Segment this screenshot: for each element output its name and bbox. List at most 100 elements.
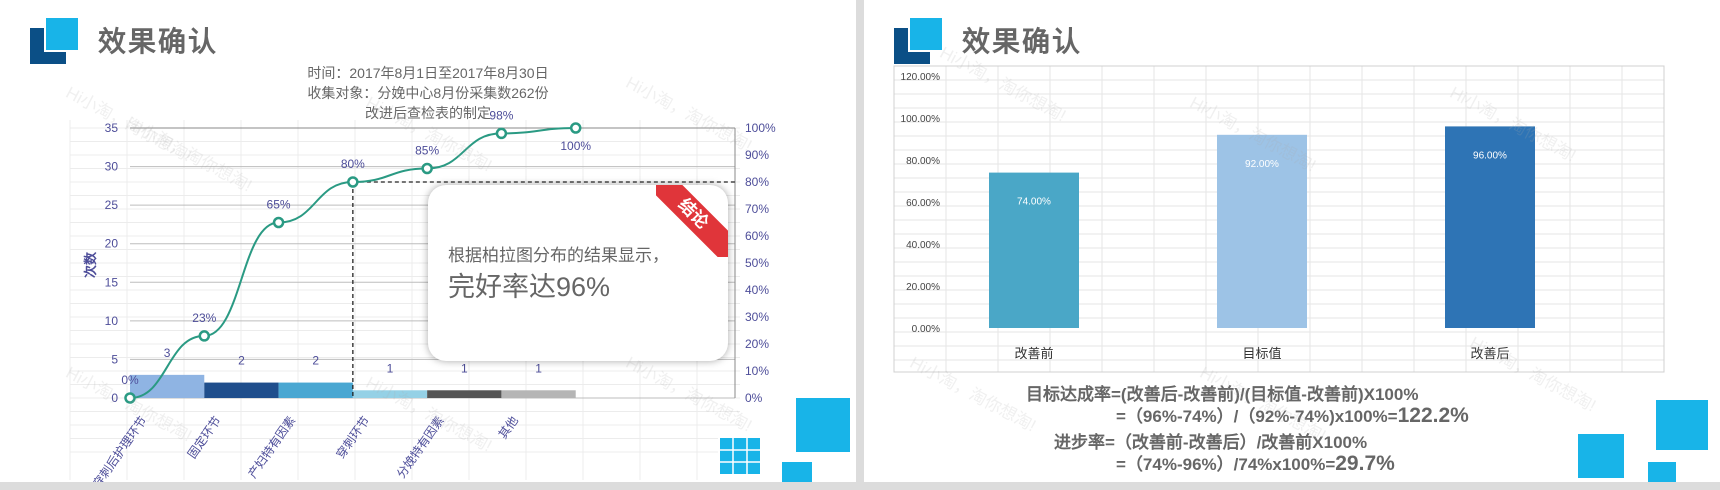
y-tick-label: 20	[105, 237, 119, 251]
y2-tick-label: 40%	[745, 283, 769, 297]
y2-tick-label: 100%	[745, 121, 776, 135]
y-axis-label: 次数	[83, 251, 98, 278]
bar-value-label: 1	[387, 361, 394, 375]
cumulative-point	[272, 216, 285, 229]
cumulative-point	[569, 122, 582, 134]
page-title: 效果确认	[962, 26, 1083, 57]
bar-value-label: 92.00%	[1245, 159, 1279, 170]
x-tick-label: 穿刺环节	[333, 413, 373, 461]
slide-effect-bars: 效果确认 74.00% 92.00% 96.00% 0.00% 20.00% 40.00…	[864, 0, 1720, 490]
bar	[1445, 126, 1535, 329]
cumulative-label: 65%	[267, 198, 291, 212]
y-tick-label: 100.00%	[901, 114, 941, 125]
chart-axes: 0.00% 20.00% 40.00% 60.00% 80.00% 100.00% 120.…	[901, 72, 1510, 361]
y-tick-label: 5	[111, 352, 118, 366]
y-tick-label: 20.00%	[906, 282, 940, 293]
bar-value-label: 96.00%	[1473, 150, 1507, 161]
x-tick-label: 改善前	[1014, 346, 1053, 361]
slide-divider	[856, 0, 864, 490]
formula-target-calc-prefix: =（96%-74%）/（92%-74%)x100%=	[1116, 407, 1398, 426]
y2-tick-label: 20%	[745, 337, 769, 351]
conclusion-card: 结论 根据柏拉图分布的结果显示， 完好率达96%	[428, 185, 728, 361]
bar	[1217, 134, 1307, 328]
effect-bar-chart: 74.00% 92.00% 96.00% 0.00% 20.00% 40.00% 60.0…	[893, 65, 1665, 373]
deco-square-large	[1654, 398, 1710, 452]
cumulative-point	[495, 127, 508, 140]
bar	[204, 382, 279, 398]
y2-tick-label: 30%	[745, 310, 769, 324]
subtitle-time: 时间：2017年8月1日至2017年8月30日	[307, 65, 549, 81]
deco-grid-block	[718, 436, 762, 476]
cumulative-label: 98%	[489, 108, 513, 122]
y2-tick-label: 10%	[745, 364, 769, 378]
bar-value-label: 2	[312, 354, 319, 368]
cumulative-label: 100%	[560, 139, 591, 153]
x-tick-label: 目标值	[1242, 346, 1281, 361]
header-square-light	[908, 16, 944, 52]
y2-tick-label: 80%	[745, 175, 769, 189]
cumulative-label: 85%	[415, 144, 439, 158]
formula-target-calc: =（96%-74%）/（92%-74%)x100%=122.2%	[1116, 402, 1469, 428]
cumulative-point	[347, 176, 359, 188]
formula-target-value: 122.2%	[1397, 404, 1469, 427]
x-tick-label: 改善后	[1470, 346, 1509, 361]
y-tick-label: 80.00%	[906, 156, 940, 167]
cumulative-label: 80%	[341, 157, 365, 171]
slide-pareto: 效果确认 时间：2017年8月1日至2017年8月30日 收集对象：分娩中心8月…	[0, 0, 856, 490]
subtitle-checklist: 改进后查检表的制定	[365, 105, 491, 121]
formula-progress-calc-prefix: =（74%-96%）/74%x100%=	[1116, 455, 1336, 474]
cumulative-line: 0% 23% 65% 80% 85% 98% 100%	[121, 108, 735, 404]
bar-value-label: 3	[164, 346, 171, 360]
page-title: 效果确认	[98, 26, 219, 57]
bar-value-label: 2	[238, 354, 245, 368]
chart-frame	[893, 65, 1665, 373]
formula-progress-value: 29.7%	[1335, 452, 1395, 475]
bar	[130, 374, 205, 398]
x-tick-label: 其他	[496, 414, 521, 442]
y-tick-label: 0.00%	[912, 324, 940, 335]
y-tick-label: 35	[105, 121, 119, 135]
y2-tick-label: 90%	[745, 148, 769, 162]
x-tick-label: 产妇特有因素	[245, 413, 299, 481]
conclusion-result: 完好率达96%	[448, 272, 611, 302]
y-tick-label: 30	[105, 160, 119, 174]
y-tick-label: 10	[105, 314, 119, 328]
formula-progress-rate: 进步率=（改善前-改善后）/改善前X100%	[1054, 433, 1368, 452]
cumulative-point	[198, 330, 211, 342]
bar-value-label: 1	[535, 361, 542, 375]
bar	[352, 390, 428, 398]
cumulative-label: 0%	[121, 373, 139, 387]
bar	[427, 390, 502, 398]
cumulative-point	[421, 162, 433, 175]
chart-bars: 74.00% 92.00% 96.00%	[989, 126, 1535, 329]
formula-progress-calc: =（74%-96%）/74%x100%=29.7%	[1116, 450, 1395, 476]
bar	[501, 390, 576, 398]
bar	[278, 382, 353, 398]
y-tick-label: 25	[105, 198, 119, 212]
y-tick-label: 40.00%	[906, 240, 940, 251]
chart-axes: 051015202530350%10%20%30%40%50%60%70%80%…	[83, 121, 776, 405]
bar-value-label: 74.00%	[1017, 197, 1051, 208]
y2-tick-label: 50%	[745, 256, 769, 270]
bar-value-label: 1	[461, 361, 468, 375]
cumulative-label: 23%	[192, 311, 216, 325]
deco-square-large	[796, 398, 850, 452]
subtitle-collection: 收集对象：分娩中心8月份采集数262份	[307, 85, 549, 101]
y-tick-label: 0	[111, 391, 118, 405]
conclusion-text: 根据柏拉图分布的结果显示，	[448, 246, 669, 265]
y2-tick-label: 0%	[745, 391, 763, 405]
cumulative-point	[124, 392, 136, 404]
x-tick-label: 分娩特有因素	[393, 413, 447, 481]
y-tick-label: 60.00%	[906, 198, 940, 209]
y2-tick-label: 70%	[745, 202, 769, 216]
header-square-light	[44, 16, 80, 52]
footer-strip	[0, 482, 856, 490]
y-tick-label: 15	[105, 275, 119, 289]
y-tick-label: 120.00%	[901, 72, 941, 83]
chart-grid	[69, 120, 740, 480]
footer-strip	[864, 482, 1720, 490]
x-tick-label: 固定环节	[184, 413, 224, 461]
bar	[989, 172, 1079, 328]
formula-target-rate: 目标达成率=(改善后-改善前)/(目标值-改善前)X100%	[1026, 385, 1419, 404]
